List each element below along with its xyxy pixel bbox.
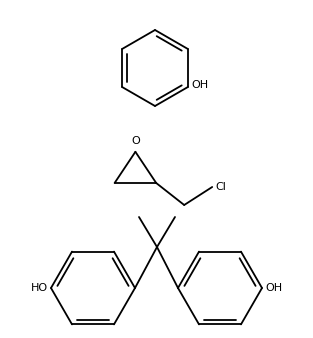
Text: O: O [131, 136, 140, 146]
Text: HO: HO [31, 283, 48, 293]
Text: OH: OH [191, 80, 208, 90]
Text: OH: OH [265, 283, 282, 293]
Text: Cl: Cl [215, 182, 226, 192]
